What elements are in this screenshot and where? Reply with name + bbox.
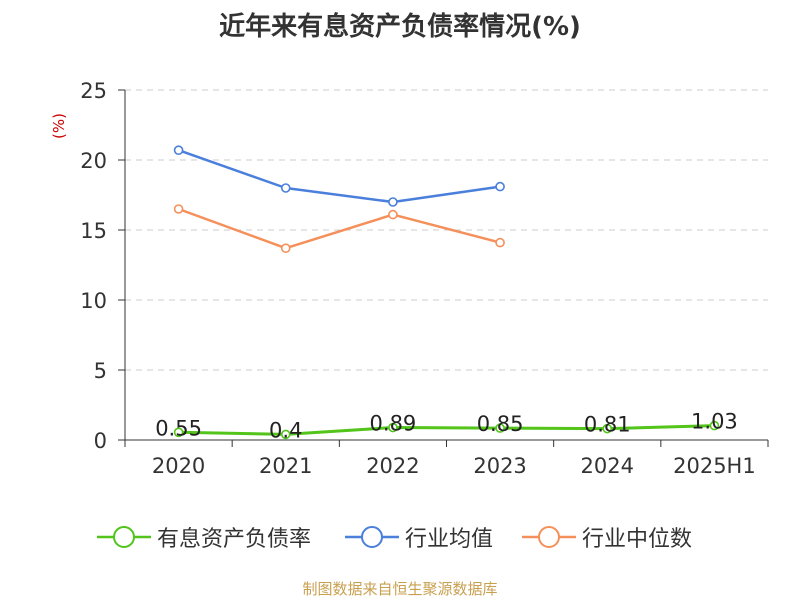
legend-item[interactable]: 行业中位数	[522, 519, 692, 555]
x-tick-label: 2023	[473, 454, 526, 478]
data-point	[495, 423, 505, 433]
legend-item[interactable]: 有息资产负债率	[97, 519, 311, 555]
data-point	[173, 145, 184, 155]
y-tick-label: 25	[80, 79, 107, 103]
data-label: 0.85	[477, 412, 524, 436]
data-point	[388, 197, 398, 207]
data-point	[495, 237, 505, 248]
legend-label: 有息资产负债率	[157, 527, 312, 552]
data-source-note: 制图数据来自恒生聚源数据库	[302, 580, 498, 598]
y-tick-label: 15	[80, 219, 107, 243]
series-line-2	[178, 207, 501, 250]
series-line-1	[178, 149, 501, 204]
y-tick-label: 5	[94, 359, 107, 383]
legend-label: 行业均值	[405, 527, 494, 552]
data-point	[280, 183, 291, 193]
data-label: 0.55	[155, 416, 202, 440]
legend-swatch-icon	[345, 526, 399, 548]
y-tick-label: 0	[94, 429, 107, 453]
data-label: 1.03	[691, 410, 738, 434]
legend-item[interactable]: 行业均值	[345, 519, 493, 555]
data-label: 0.4	[269, 418, 302, 442]
legend-swatch-icon	[522, 526, 576, 548]
x-tick-label: 2024	[581, 454, 634, 478]
data-label: 0.89	[370, 412, 417, 436]
series-line-0	[178, 424, 715, 436]
chart-title: 近年来有息资产负债率情况(%)	[219, 12, 581, 42]
y-tick-label: 20	[80, 149, 107, 173]
data-point	[709, 420, 720, 431]
data-point	[280, 243, 291, 253]
data-point	[173, 427, 184, 438]
data-point	[602, 423, 613, 434]
data-point	[495, 181, 505, 192]
legend: 有息资产负债率 行业均值 行业中位数	[0, 519, 800, 555]
y-tick-label: 10	[80, 289, 107, 313]
x-tick-label: 2022	[366, 454, 419, 478]
x-tick-label: 2021	[259, 454, 312, 478]
legend-swatch-icon	[97, 526, 151, 548]
x-tick-label: 2020	[152, 454, 205, 478]
data-point	[173, 204, 184, 214]
x-tick-label: 2025H1	[673, 454, 756, 478]
legend-label: 行业中位数	[582, 527, 693, 552]
data-point	[388, 422, 398, 433]
data-label: 0.81	[584, 413, 631, 437]
data-point	[388, 209, 398, 220]
data-point	[280, 429, 291, 440]
